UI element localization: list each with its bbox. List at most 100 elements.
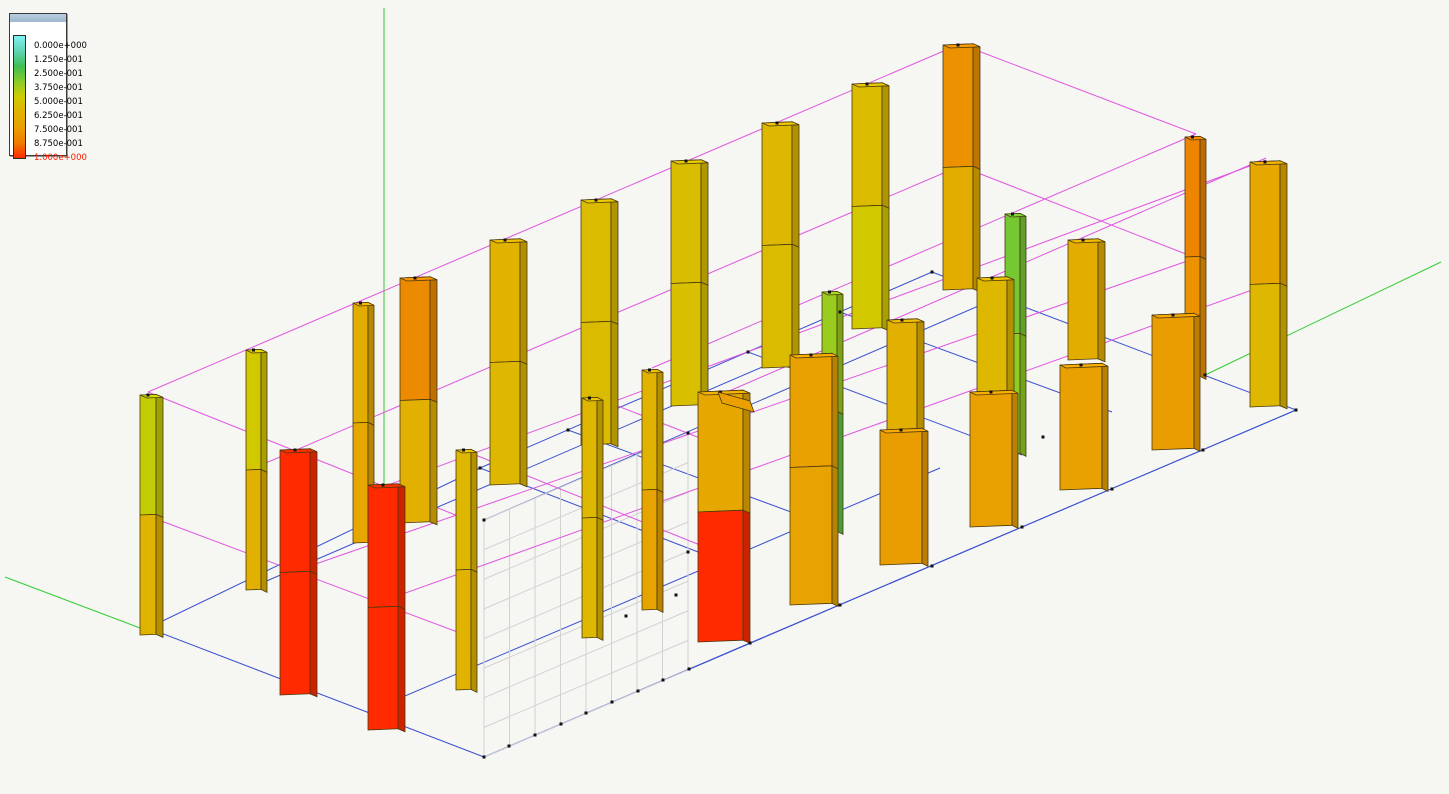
mesh-line	[483, 639, 689, 728]
column-member-18[interactable]	[976, 276, 1015, 401]
column-member-9[interactable]	[851, 82, 890, 332]
member-segment-front	[879, 427, 923, 566]
member-top-node	[1011, 212, 1014, 216]
member-segment-side	[470, 568, 478, 694]
node-marker	[584, 711, 588, 715]
node-marker	[624, 614, 628, 618]
member-top-cap	[886, 318, 925, 324]
member-segment-side	[881, 204, 890, 332]
member-segment-side	[610, 320, 619, 448]
wall-member-22[interactable]	[367, 483, 406, 733]
column-member-2[interactable]	[245, 348, 268, 594]
wall-member-26[interactable]	[969, 389, 1019, 529]
column-member-19[interactable]	[1067, 238, 1106, 363]
member-segment-front	[279, 570, 311, 696]
member-top-cap	[1249, 160, 1288, 166]
node-marker	[533, 733, 537, 737]
wall-member-23[interactable]	[697, 389, 751, 644]
member-top-node	[900, 318, 904, 322]
column-member-12[interactable]	[1249, 160, 1288, 410]
structural-members[interactable]	[139, 43, 1288, 733]
column-member-17[interactable]	[886, 318, 925, 443]
member-top-cap	[821, 290, 844, 296]
wall-member-27[interactable]	[1059, 362, 1109, 492]
member-segment-side	[1279, 282, 1288, 410]
node-marker	[478, 466, 482, 470]
column-member-1[interactable]	[139, 393, 164, 638]
member-segment-side	[470, 448, 478, 574]
node-marker	[746, 350, 750, 354]
wall-member-21[interactable]	[279, 448, 318, 698]
x-axis-line	[4, 576, 141, 629]
member-segment-side	[610, 198, 619, 325]
node-marker	[1294, 408, 1298, 412]
member-segment-side	[155, 513, 164, 638]
member-segment-side	[1011, 389, 1019, 529]
member-segment-front	[641, 368, 658, 491]
column-member-10[interactable]	[942, 43, 981, 293]
member-segment-front	[581, 516, 598, 639]
column-member-15[interactable]	[581, 396, 604, 642]
member-top-node	[775, 121, 779, 125]
legend-label-6: 7.500e-001	[34, 125, 83, 135]
member-top-node	[381, 483, 385, 487]
member-segment-front	[942, 43, 974, 168]
member-segment-front	[761, 121, 793, 246]
member-top-node	[252, 348, 255, 352]
wall-member-25[interactable]	[879, 427, 929, 567]
member-top-node	[809, 353, 813, 357]
member-segment-front	[1184, 135, 1201, 258]
member-top-cap	[352, 301, 375, 307]
member-segment-side	[831, 465, 839, 607]
member-segment-front	[1151, 312, 1195, 451]
beam-stub[interactable]	[717, 391, 755, 413]
column-member-5[interactable]	[489, 238, 528, 488]
member-top-cap	[1184, 135, 1207, 141]
member-segment-front	[581, 396, 598, 519]
node-marker	[930, 564, 934, 568]
member-segment-front	[1249, 160, 1281, 285]
member-top-cap	[789, 352, 839, 359]
column-member-14[interactable]	[455, 448, 478, 694]
member-segment-front	[851, 204, 883, 330]
column-member-16[interactable]	[641, 368, 664, 614]
member-segment-side	[921, 427, 929, 567]
color-legend[interactable]: 0.000e+000 1.250e-001 2.500e-001 3.750e-…	[9, 13, 87, 163]
node-marker	[748, 641, 752, 645]
column-member-4[interactable]	[399, 276, 438, 526]
member-top-node	[503, 238, 507, 242]
legend-color-scale	[13, 35, 26, 159]
member-top-cap	[697, 389, 751, 396]
member-top-node	[865, 82, 869, 86]
member-segment-side	[309, 448, 318, 575]
member-top-node	[828, 290, 831, 294]
wall-member-28[interactable]	[1151, 312, 1201, 452]
member-top-cap	[879, 427, 929, 434]
member-segment-front	[279, 448, 311, 573]
member-segment-front	[455, 568, 472, 691]
legend-label-5: 6.250e-001	[34, 111, 83, 121]
member-top-cap	[641, 368, 664, 374]
member-top-node	[359, 301, 362, 305]
member-top-cap	[1151, 312, 1201, 319]
member-top-node	[1263, 160, 1267, 164]
column-member-8[interactable]	[761, 121, 800, 371]
member-top-node	[989, 390, 993, 394]
legend-title-bar[interactable]	[10, 14, 66, 22]
member-segment-side	[429, 276, 438, 403]
member-segment-side	[260, 348, 268, 474]
legend-label-4: 5.000e-001	[34, 97, 83, 107]
member-segment-front	[352, 421, 369, 544]
member-segment-front	[761, 243, 793, 369]
member-segment-front	[886, 318, 918, 441]
node-marker	[1041, 435, 1045, 439]
column-member-6[interactable]	[580, 198, 619, 448]
member-segment-front	[139, 393, 157, 516]
column-member-7[interactable]	[670, 159, 709, 409]
node-marker	[559, 722, 563, 726]
member-top-cap	[367, 483, 406, 489]
member-segment-side	[656, 368, 664, 494]
wall-member-24[interactable]	[789, 352, 839, 607]
member-segment-front	[1067, 238, 1099, 361]
